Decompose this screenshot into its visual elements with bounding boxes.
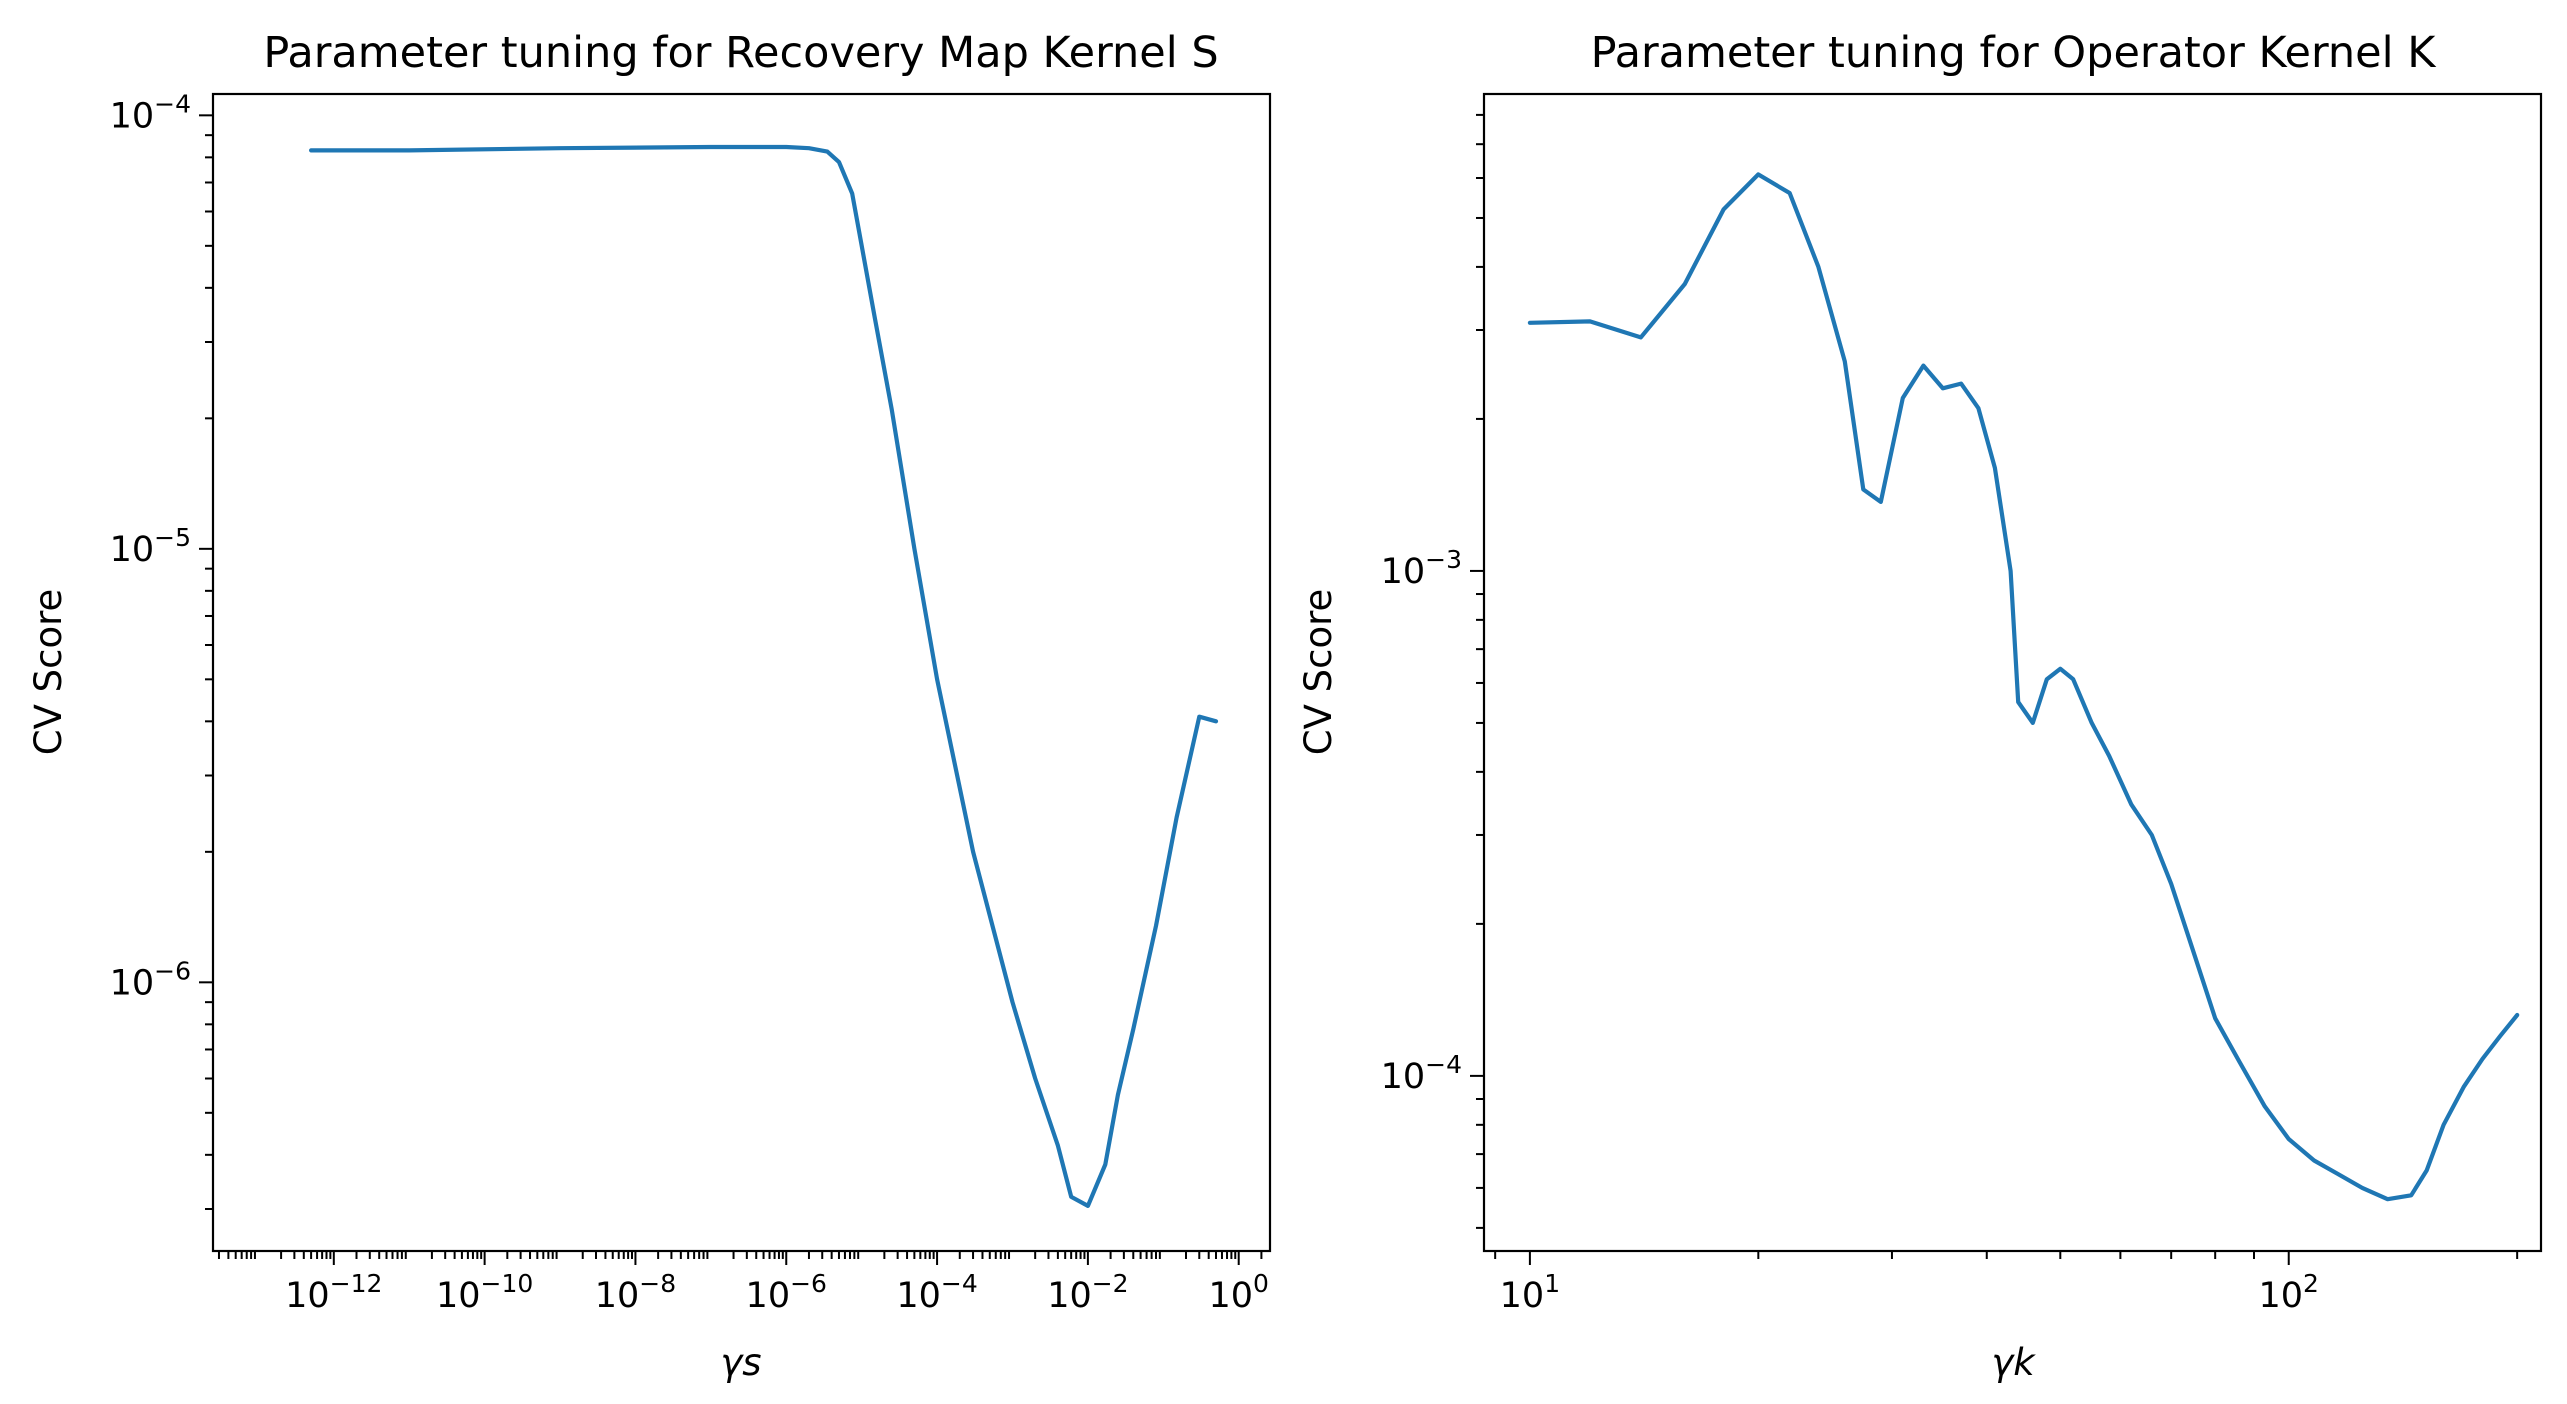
tick-base: 10 <box>1500 1276 1545 1316</box>
left-x-tick-label: 10−10 <box>436 1269 533 1316</box>
tick-exponent: 1 <box>1544 1269 1560 1298</box>
tick-exponent: 0 <box>1253 1269 1269 1298</box>
tick-base: 10 <box>2259 1276 2304 1316</box>
left-y-tick-label: 10−6 <box>110 956 191 1003</box>
tick-base: 10 <box>110 96 155 136</box>
right-chart-title: Parameter tuning for Operator Kernel K <box>1591 28 2438 78</box>
tick-base: 10 <box>1381 1057 1426 1097</box>
left-y-tick-label: 10−5 <box>110 523 191 570</box>
right-x-axis-label-text: γk <box>1991 1341 2036 1384</box>
left-x-tick-label: 10−12 <box>285 1269 382 1316</box>
tick-base: 10 <box>110 530 155 570</box>
tick-exponent: −8 <box>639 1269 676 1298</box>
right-x-tick-label: 101 <box>1500 1269 1560 1316</box>
tick-exponent: −4 <box>154 89 191 118</box>
left-ticks: 10−12 10−10 10−8 10−6 10−4 10−2 10010−610−510−… <box>110 89 1269 1316</box>
right-x-tick-label: 102 <box>2259 1269 2319 1316</box>
right-y-tick-label: 10−3 <box>1381 545 1462 592</box>
right-chart-panel: Parameter tuning for Operator Kernel K 1… <box>1297 28 2543 1384</box>
right-x-axis-label: γk <box>1991 1341 2036 1384</box>
left-y-tick-label: 10−4 <box>110 89 191 136</box>
tick-exponent: −6 <box>154 956 191 985</box>
left-plot-area <box>211 92 1272 1253</box>
tick-exponent: −2 <box>1092 1269 1129 1298</box>
tick-exponent: −6 <box>790 1269 827 1298</box>
tick-base: 10 <box>896 1276 941 1316</box>
tick-exponent: −4 <box>941 1269 978 1298</box>
tick-exponent: −12 <box>330 1269 383 1298</box>
left-x-tick-label: 10−2 <box>1047 1269 1128 1316</box>
right-series-line <box>1527 172 2520 1202</box>
left-x-tick-label: 10−4 <box>896 1269 977 1316</box>
tick-exponent: −5 <box>154 523 191 552</box>
left-y-axis-label: CV Score <box>27 589 70 756</box>
tick-base: 10 <box>1047 1276 1092 1316</box>
right-y-tick-label: 10−4 <box>1381 1050 1462 1097</box>
tick-exponent: −3 <box>1425 545 1462 574</box>
left-x-tick-label: 10−8 <box>595 1269 676 1316</box>
tick-base: 10 <box>595 1276 640 1316</box>
left-chart-panel: Parameter tuning for Recovery Map Kernel… <box>27 28 1272 1384</box>
tick-base: 10 <box>1381 552 1426 592</box>
right-plot-area <box>1482 92 2543 1253</box>
tick-exponent: −10 <box>481 1269 534 1298</box>
tick-base: 10 <box>110 963 155 1003</box>
tick-base: 10 <box>436 1276 481 1316</box>
tick-exponent: 2 <box>2303 1269 2319 1298</box>
tick-base: 10 <box>285 1276 330 1316</box>
tick-exponent: −4 <box>1425 1050 1462 1079</box>
left-x-axis-label: γs <box>720 1341 761 1384</box>
left-chart-title: Parameter tuning for Recovery Map Kernel… <box>263 28 1218 78</box>
left-series-line <box>309 144 1219 1209</box>
tick-base: 10 <box>1208 1276 1253 1316</box>
left-x-axis-label-text: γs <box>720 1341 761 1384</box>
tick-base: 10 <box>746 1276 791 1316</box>
right-y-axis-label: CV Score <box>1297 589 1340 756</box>
left-x-tick-label: 10−6 <box>746 1269 827 1316</box>
left-x-tick-label: 100 <box>1208 1269 1268 1316</box>
